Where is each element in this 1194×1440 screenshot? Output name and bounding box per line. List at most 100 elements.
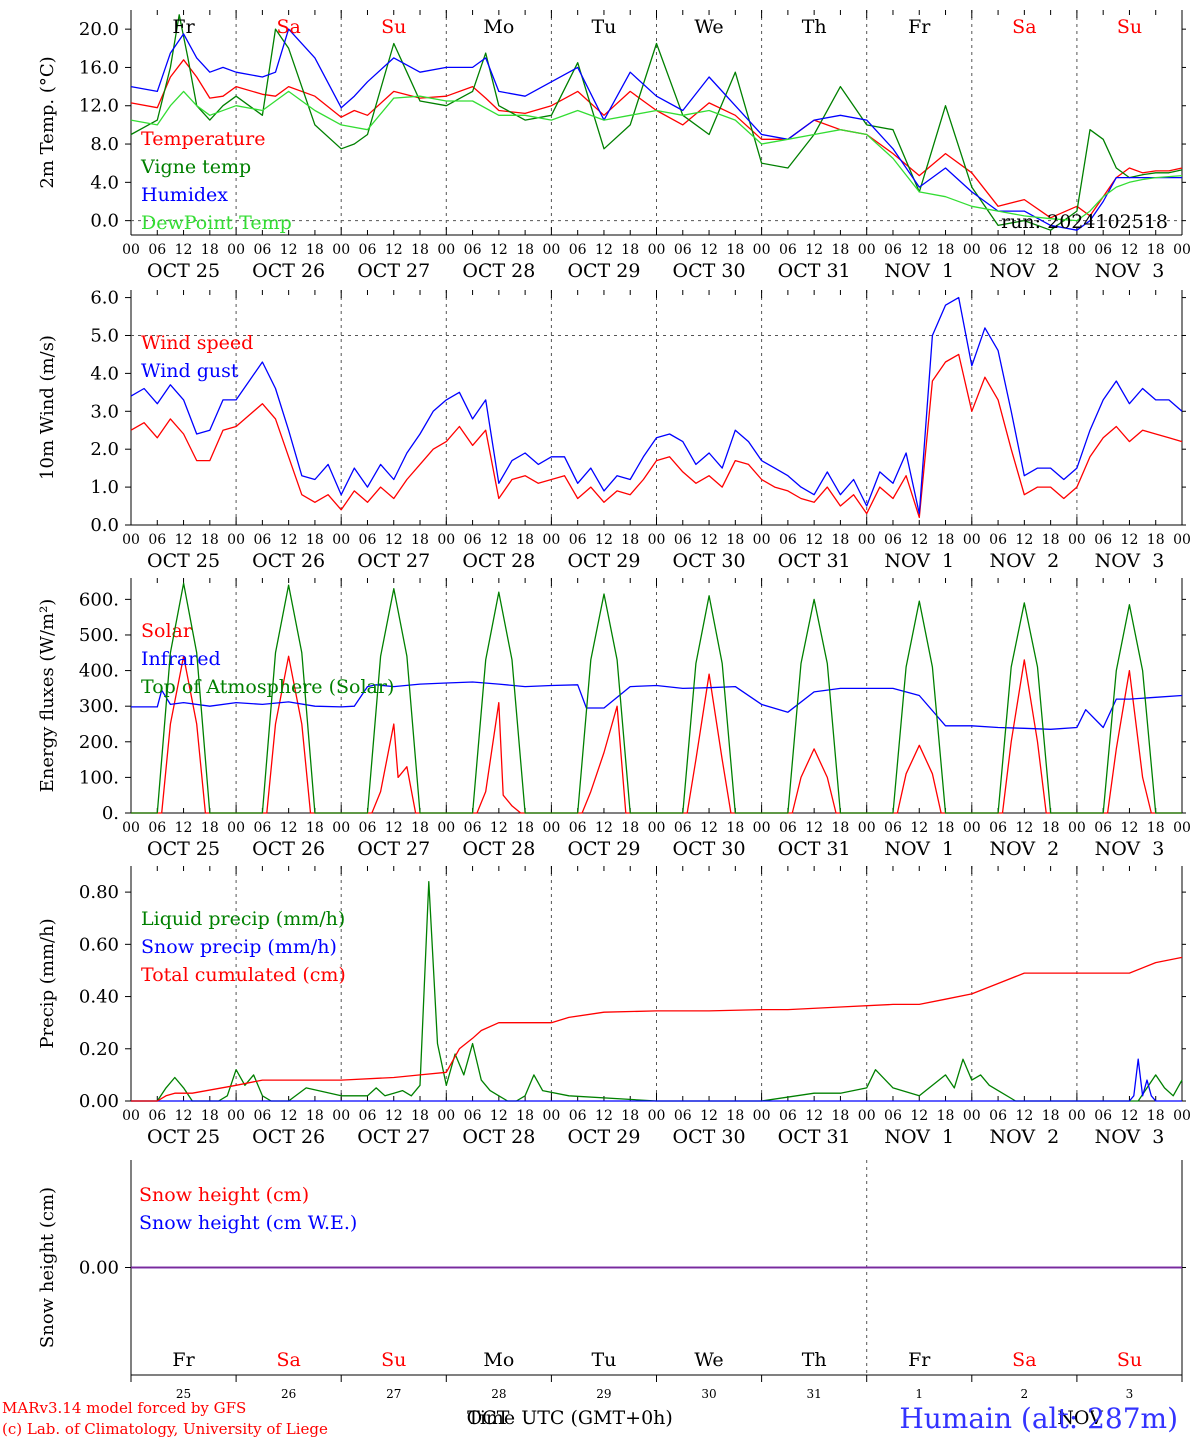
hour-tick-label: 06 [464,820,482,836]
date-label: OCT 28 [462,260,535,282]
date-label: OCT 31 [778,550,851,572]
hour-tick-label: 06 [779,532,797,548]
hour-tick-label: 12 [805,1108,823,1124]
hour-tick-label: 12 [490,242,508,258]
hour-tick-label: 00 [542,820,560,836]
hour-tick-label: 18 [201,1108,219,1124]
hour-tick-label: 00 [227,532,245,548]
hour-tick-label: 12 [1121,242,1139,258]
bottom-day-of-week-label: Sa [1012,1349,1036,1371]
hour-tick-label: 18 [937,242,955,258]
bottom-day-of-week-label: We [694,1349,723,1371]
legend-entry: DewPoint Temp [141,212,292,234]
hour-tick-label: 06 [674,1108,692,1124]
hour-tick-label: 18 [516,820,534,836]
hour-tick-label: 00 [437,242,455,258]
hour-tick-label: 00 [542,1108,560,1124]
date-label: OCT 28 [462,1126,535,1148]
month-label: OCT [467,1407,510,1429]
hour-tick-label: 12 [280,532,298,548]
date-label: OCT 27 [357,1126,430,1148]
date-label: OCT 30 [673,260,746,282]
legend-entry: Wind speed [141,332,253,354]
hour-tick-label: 18 [411,242,429,258]
legend-entry: Temperature [141,128,265,150]
hour-tick-label: 06 [464,242,482,258]
hour-tick-label: 00 [963,242,981,258]
legend-entry: Snow precip (mm/h) [141,936,337,958]
series-line-humidex [130,28,1182,231]
hour-tick-label: 12 [1015,1108,1033,1124]
y-tick-label: 16.0 [79,57,119,78]
hour-tick-label: 06 [359,242,377,258]
hour-tick-label: 12 [175,242,193,258]
hour-tick-label: 00 [753,242,771,258]
hour-tick-label: 12 [700,820,718,836]
date-label: OCT 26 [252,550,325,572]
hour-tick-label: 12 [595,242,613,258]
day-of-week-label: Sa [276,16,300,38]
hour-tick-label: 18 [832,1108,850,1124]
hour-tick-label: 18 [516,242,534,258]
hour-tick-label: 12 [910,820,928,836]
hour-tick-label: 00 [542,242,560,258]
hour-tick-label: 18 [621,1108,639,1124]
hour-tick-label: 18 [306,820,324,836]
series-line-temperature [130,59,1183,219]
hour-tick-label: 00 [227,820,245,836]
series-line-infrared [131,681,1183,730]
panel-1: 0.0 4.0 8.0 12.0 16.0 20.0 2m Temp. (°C) 00 06 12… [37,10,1191,282]
panel-3: 0. 100. 200. 300. 400. 500. 600. Energy fluxes … [37,578,1191,860]
hour-tick-label: 18 [621,242,639,258]
hour-tick-label: 18 [201,820,219,836]
y-tick-label: 4.0 [90,363,119,384]
y-tick-label: 0.60 [79,934,119,955]
hour-tick-label: 12 [700,1108,718,1124]
date-label: NOV 2 [989,838,1059,860]
bottom-day-of-week-label: Tu [591,1349,616,1371]
day-of-week-label: Mo [483,16,514,38]
bottom-day-number: 31 [807,1387,822,1401]
hour-tick-label: 00 [858,1108,876,1124]
date-label: OCT 29 [567,260,640,282]
date-label: NOV 2 [989,260,1059,282]
date-label: OCT 26 [252,1126,325,1148]
hour-tick-label: 12 [1015,820,1033,836]
y-tick-label: 0.0 [90,211,119,232]
date-label: OCT 26 [252,838,325,860]
bottom-day-of-week-label: Su [381,1349,406,1371]
hour-tick-label: 12 [910,532,928,548]
date-label: OCT 29 [567,550,640,572]
hour-tick-label: 18 [726,1108,744,1124]
hour-tick-label: 18 [1042,820,1060,836]
date-label: OCT 25 [147,838,220,860]
date-label: OCT 28 [462,550,535,572]
date-label: NOV 3 [1095,838,1165,860]
hour-tick-label: 12 [385,820,403,836]
bottom-day-number: 25 [176,1387,191,1401]
hour-tick-label: 18 [201,242,219,258]
hour-tick-label: 12 [385,532,403,548]
hour-tick-label: 12 [280,820,298,836]
hour-tick-label: 06 [464,532,482,548]
hour-tick-label: 12 [1015,242,1033,258]
hour-tick-label: 00 [753,1108,771,1124]
hour-tick-label: 00 [858,532,876,548]
date-label: OCT 27 [357,838,430,860]
date-label: OCT 31 [778,1126,851,1148]
y-tick-label: 200. [79,732,119,753]
legend-entry: Humidex [141,184,228,206]
date-label: OCT 31 [778,838,851,860]
y-tick-label: 5.0 [90,325,119,346]
hour-tick-label: 06 [884,820,902,836]
hour-tick-label: 00 [122,820,140,836]
legend-entry: Solar [141,620,193,642]
hour-tick-label: 18 [832,532,850,548]
date-label: OCT 30 [673,838,746,860]
hour-tick-label: 18 [1042,532,1060,548]
y-tick-label: 0.40 [79,987,119,1008]
y-tick-label: 2.0 [90,439,119,460]
hour-tick-label: 06 [148,242,166,258]
bottom-day-of-week-label: Fr [908,1349,931,1371]
y-tick-label: 100. [79,767,119,788]
